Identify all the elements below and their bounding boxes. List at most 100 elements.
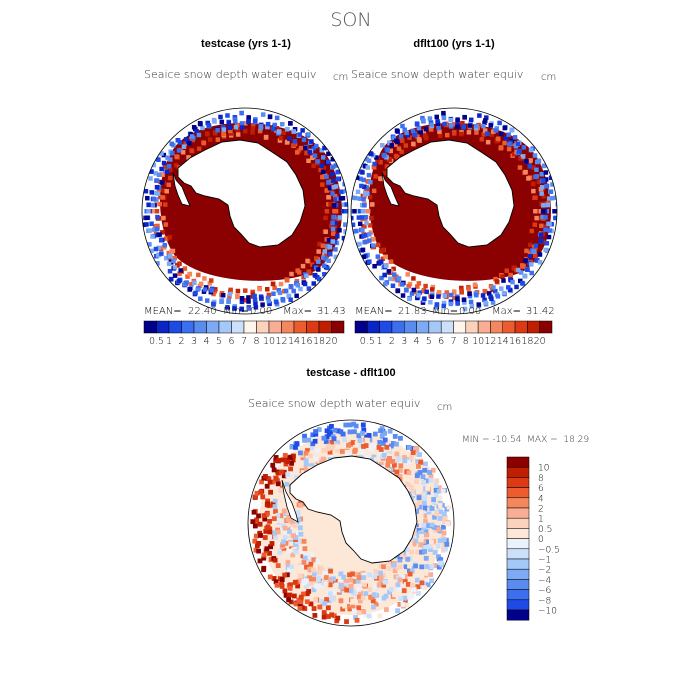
field-cell	[354, 441, 360, 446]
field-cell	[533, 174, 538, 180]
field-cell	[309, 450, 315, 456]
field-cell	[377, 598, 383, 603]
field-cell	[206, 123, 211, 128]
colorbar: 0.5 1 2 3 4 5 6 7 8 10 12 14 16 18 20	[354, 320, 553, 347]
field-cell	[292, 522, 298, 528]
field-cell	[303, 583, 309, 589]
colorbar-tick-label: 16	[509, 336, 521, 347]
field-cell	[146, 202, 151, 208]
field-cell	[305, 554, 311, 560]
field-cell	[531, 249, 536, 254]
field-cell	[157, 232, 162, 237]
field-cell	[547, 221, 552, 227]
field-cell	[429, 522, 435, 528]
field-cell	[501, 278, 506, 283]
field-cell	[295, 583, 301, 589]
colorbar-tick-label: 1	[166, 336, 172, 347]
field-cell	[267, 574, 273, 580]
field-cell	[304, 150, 309, 156]
colorbar-tick-label: −8	[538, 596, 551, 606]
field-cell	[414, 577, 420, 583]
field-cell	[545, 202, 551, 208]
field-cell	[430, 284, 436, 290]
colorbar-swatch	[367, 320, 380, 334]
field-cell	[326, 258, 331, 263]
field-cell	[331, 576, 336, 582]
field-cell	[357, 209, 363, 214]
field-cell	[441, 110, 446, 116]
field-cell	[452, 131, 457, 136]
field-cell	[341, 202, 347, 207]
field-cell	[313, 564, 318, 570]
field-cell	[462, 300, 467, 305]
field-cell	[423, 518, 428, 524]
colorbar-tick-label: 4	[538, 494, 544, 504]
field-cell	[356, 605, 362, 611]
field-cell	[371, 236, 376, 242]
colorbar-tick-label: 7	[241, 336, 247, 347]
colorbar-tick-label: 8	[538, 474, 544, 484]
field-cell	[418, 459, 424, 465]
field-cell	[205, 120, 210, 126]
field-cell	[359, 215, 365, 220]
field-cell	[365, 179, 370, 184]
field-cell	[151, 196, 157, 202]
field-cell	[378, 447, 384, 452]
mean-label: MEAN=	[144, 306, 182, 317]
field-cell	[374, 155, 379, 160]
field-cell	[534, 159, 540, 165]
field-cell	[494, 138, 500, 144]
field-cell	[534, 167, 539, 172]
field-cell	[422, 585, 427, 591]
field-cell	[408, 588, 414, 593]
field-cell	[250, 289, 255, 295]
field-cell	[311, 557, 317, 563]
field-cell	[518, 156, 523, 161]
field-cell	[467, 291, 472, 297]
colorbar-swatch	[416, 320, 430, 334]
field-cell	[327, 454, 333, 460]
field-cell	[416, 463, 421, 469]
field-cell	[441, 530, 447, 536]
field-cell	[273, 458, 279, 463]
colorbar-swatch	[453, 320, 467, 334]
field-cell	[323, 439, 329, 445]
field-cell	[356, 586, 362, 592]
field-cell	[543, 224, 549, 229]
units-label: cm	[541, 72, 556, 83]
field-cell	[332, 193, 338, 199]
field-cell	[155, 214, 160, 220]
field-cell	[302, 555, 308, 561]
field-cell	[174, 154, 179, 159]
field-cell	[533, 209, 538, 214]
field-cell	[393, 153, 399, 159]
field-cell	[312, 613, 318, 618]
field-cell	[322, 249, 328, 254]
field-cell	[161, 188, 167, 193]
field-cell	[318, 583, 324, 588]
field-cell	[368, 179, 373, 185]
field-cell	[482, 289, 488, 294]
field-cell	[155, 252, 161, 258]
field-cell	[155, 226, 160, 232]
colorbar-tick-label: 6	[538, 484, 544, 494]
field-cell	[347, 572, 352, 578]
field-cell	[273, 579, 279, 585]
field-cell	[316, 427, 322, 432]
field-cell	[431, 514, 437, 520]
field-cell	[437, 129, 442, 134]
field-cell	[421, 288, 426, 294]
field-cell	[318, 565, 324, 571]
field-cell	[517, 149, 522, 154]
field-cell	[309, 551, 314, 557]
field-cell	[531, 188, 536, 194]
field-cell	[506, 132, 511, 137]
field-cell	[483, 118, 488, 123]
field-cell	[286, 597, 291, 603]
field-cell	[254, 520, 260, 525]
field-cell	[484, 115, 489, 120]
colorbar-tick-label: 0	[538, 535, 544, 545]
colorbar-tick-label: 2	[389, 336, 395, 347]
field-cell	[417, 498, 423, 504]
field-cell	[302, 433, 307, 439]
